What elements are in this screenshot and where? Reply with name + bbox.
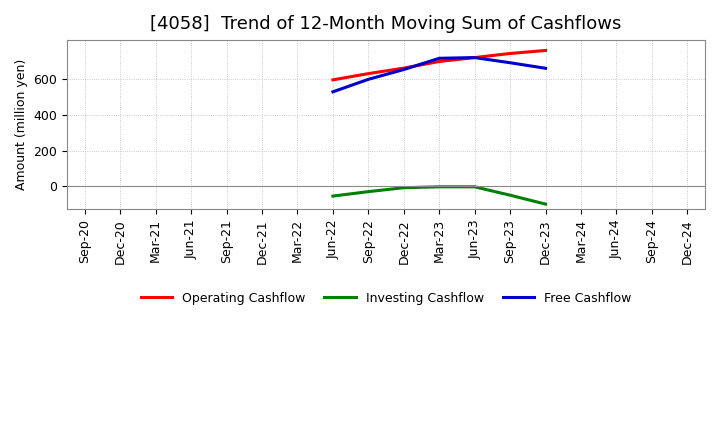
Title: [4058]  Trend of 12-Month Moving Sum of Cashflows: [4058] Trend of 12-Month Moving Sum of C…	[150, 15, 622, 33]
Operating Cashflow	[541, 48, 550, 53]
Investing Cashflow	[328, 194, 337, 199]
Free Cashflow	[328, 89, 337, 95]
Investing Cashflow	[435, 184, 444, 190]
Operating Cashflow	[364, 71, 373, 76]
Operating Cashflow	[470, 55, 479, 60]
Line: Free Cashflow: Free Cashflow	[333, 58, 546, 92]
Operating Cashflow	[400, 66, 408, 71]
Investing Cashflow	[364, 189, 373, 194]
Free Cashflow	[400, 67, 408, 72]
Line: Investing Cashflow: Investing Cashflow	[333, 187, 546, 204]
Free Cashflow	[470, 55, 479, 60]
Operating Cashflow	[435, 59, 444, 64]
Investing Cashflow	[541, 202, 550, 207]
Investing Cashflow	[505, 193, 514, 198]
Legend: Operating Cashflow, Investing Cashflow, Free Cashflow: Operating Cashflow, Investing Cashflow, …	[136, 287, 636, 310]
Free Cashflow	[364, 77, 373, 82]
Operating Cashflow	[505, 51, 514, 56]
Free Cashflow	[541, 66, 550, 71]
Investing Cashflow	[400, 185, 408, 191]
Investing Cashflow	[470, 184, 479, 190]
Free Cashflow	[435, 55, 444, 61]
Operating Cashflow	[328, 77, 337, 83]
Y-axis label: Amount (million yen): Amount (million yen)	[15, 59, 28, 191]
Line: Operating Cashflow: Operating Cashflow	[333, 51, 546, 80]
Free Cashflow	[505, 60, 514, 66]
